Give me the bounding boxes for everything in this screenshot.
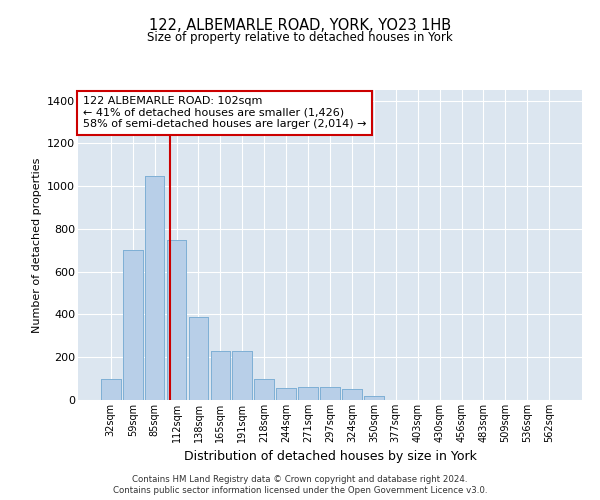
- Bar: [232, 351, 252, 400]
- Bar: [276, 388, 296, 400]
- Bar: [254, 378, 274, 400]
- Bar: [320, 387, 340, 400]
- Bar: [298, 387, 318, 400]
- Bar: [145, 176, 164, 400]
- Text: Contains public sector information licensed under the Open Government Licence v3: Contains public sector information licen…: [113, 486, 487, 495]
- X-axis label: Distribution of detached houses by size in York: Distribution of detached houses by size …: [184, 450, 476, 464]
- Bar: [211, 351, 230, 400]
- Text: 122 ALBEMARLE ROAD: 102sqm
← 41% of detached houses are smaller (1,426)
58% of s: 122 ALBEMARLE ROAD: 102sqm ← 41% of deta…: [83, 96, 367, 130]
- Bar: [342, 390, 362, 400]
- Bar: [254, 378, 274, 400]
- Bar: [364, 396, 384, 400]
- Bar: [101, 378, 121, 400]
- Text: 122, ALBEMARLE ROAD, YORK, YO23 1HB: 122, ALBEMARLE ROAD, YORK, YO23 1HB: [149, 18, 451, 32]
- Bar: [145, 176, 164, 400]
- Bar: [123, 250, 143, 400]
- Bar: [188, 316, 208, 400]
- Bar: [232, 351, 252, 400]
- Bar: [123, 250, 143, 400]
- Bar: [342, 390, 362, 400]
- Bar: [101, 378, 121, 400]
- Bar: [298, 387, 318, 400]
- Bar: [167, 240, 187, 400]
- Bar: [276, 388, 296, 400]
- Bar: [211, 351, 230, 400]
- Bar: [167, 240, 187, 400]
- Bar: [188, 316, 208, 400]
- Text: Size of property relative to detached houses in York: Size of property relative to detached ho…: [147, 31, 453, 44]
- Text: Contains HM Land Registry data © Crown copyright and database right 2024.: Contains HM Land Registry data © Crown c…: [132, 475, 468, 484]
- Y-axis label: Number of detached properties: Number of detached properties: [32, 158, 41, 332]
- Bar: [320, 387, 340, 400]
- Bar: [364, 396, 384, 400]
